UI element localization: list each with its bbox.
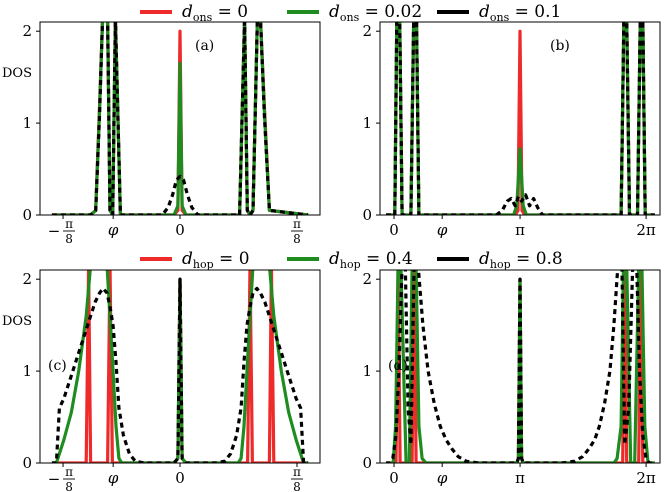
x-tick-fraction: π8 [290,217,303,246]
x-tick-label: π [515,221,525,239]
y-tick-label: 2 [22,22,32,40]
svg-text:8: 8 [65,232,73,246]
series-line-1 [51,22,309,215]
x-tick-label: 0 [175,221,185,239]
x-tick-label: φ [437,469,448,487]
legend-label: dhop = 0 [182,249,250,271]
x-tick-label: 2π [636,469,656,487]
x-tick-fraction: − π8 [48,217,76,246]
svg-text:8: 8 [65,480,73,492]
series-group [386,270,655,463]
y-tick-label: 1 [362,114,372,132]
x-tick-label: 0 [389,469,399,487]
x-tick-label: 2π [636,221,656,239]
x-tick-label: 0 [175,469,185,487]
panel-label: (d) [388,358,408,374]
panel-label: (c) [48,358,67,374]
y-tick-label: 1 [22,114,32,132]
legend-item: dhop = 0 [140,249,250,271]
svg-text:π: π [65,465,73,479]
y-tick-label: 0 [362,206,372,224]
legend-label: dhop = 0.8 [479,249,563,271]
x-tick-fraction: π8 [290,465,303,492]
y-tick-label: 0 [22,206,32,224]
series-line-3 [51,22,309,215]
panel-d: 0 1 2 0 φ π 2π (d) [362,269,661,487]
panel-label: (b) [550,38,570,54]
legend-item: dhop = 0.4 [287,249,413,271]
y-tick-label: 2 [362,22,372,40]
svg-text:−: − [48,470,61,488]
x-tick-label: φ [108,221,119,239]
series-line-3 [51,277,309,463]
legend-ons: dons = 0 dons = 0.02 dons = 0.1 [140,2,561,24]
svg-text:−: − [48,222,61,240]
x-tick-label: φ [108,469,119,487]
svg-text:π: π [65,217,73,231]
svg-text:8: 8 [293,232,301,246]
legend-label: dons = 0.1 [479,2,561,24]
legend-hop: dhop = 0 dhop = 0.4 dhop = 0.8 [140,249,563,271]
series-line-1 [386,22,655,215]
legend-item: dons = 0 [140,2,248,24]
y-tick-label: 2 [362,270,372,288]
series-group [51,22,309,215]
series-group [51,270,309,463]
series-line-3 [386,270,655,463]
x-tick-label: φ [437,221,448,239]
x-tick-label: π [515,469,525,487]
series-line-2 [51,22,309,215]
y-tick-label: 2 [22,270,32,288]
y-tick-label: 0 [362,454,372,472]
y-tick-label: 1 [362,362,372,380]
y-axis-label: DOS [2,314,32,329]
legend-label: dhop = 0.4 [329,249,413,271]
legend-item: dons = 0.1 [437,2,561,24]
legend-item: dhop = 0.8 [437,249,563,271]
svg-text:π: π [293,217,301,231]
svg-text:π: π [293,465,301,479]
y-tick-label: 1 [22,362,32,380]
legend-item: dons = 0.02 [287,2,422,24]
y-tick-label: 0 [22,454,32,472]
y-axis-label: DOS [2,66,32,81]
panel-b: 0 1 2 0 φ π 2π (b) [362,21,661,239]
svg-text:8: 8 [293,480,301,492]
x-tick-label: 0 [389,221,399,239]
panel-label: (a) [195,38,214,54]
series-group [386,22,655,215]
legend-label: dons = 0.02 [329,2,422,24]
legend-label: dons = 0 [182,2,248,24]
x-tick-fraction: − π8 [48,465,76,492]
